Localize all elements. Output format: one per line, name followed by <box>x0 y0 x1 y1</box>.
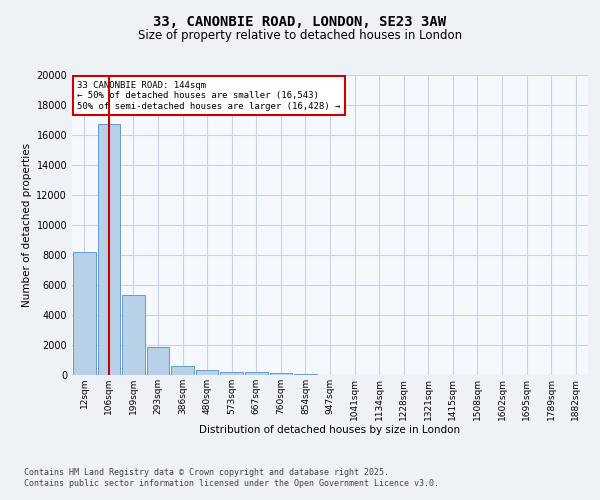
Text: Contains HM Land Registry data © Crown copyright and database right 2025.: Contains HM Land Registry data © Crown c… <box>24 468 389 477</box>
Bar <box>146 347 169 375</box>
Text: Contains public sector information licensed under the Open Government Licence v3: Contains public sector information licen… <box>24 480 439 488</box>
Bar <box>245 372 268 375</box>
X-axis label: Distribution of detached houses by size in London: Distribution of detached houses by size … <box>199 426 461 436</box>
Bar <box>122 294 145 375</box>
Bar <box>269 373 292 375</box>
Bar <box>294 374 317 375</box>
Bar <box>98 124 120 375</box>
Text: 33, CANONBIE ROAD, LONDON, SE23 3AW: 33, CANONBIE ROAD, LONDON, SE23 3AW <box>154 16 446 30</box>
Bar <box>220 372 243 375</box>
Y-axis label: Number of detached properties: Number of detached properties <box>22 143 32 307</box>
Bar <box>171 366 194 375</box>
Bar <box>73 252 95 375</box>
Bar <box>196 370 218 375</box>
Text: 33 CANONBIE ROAD: 144sqm
← 50% of detached houses are smaller (16,543)
50% of se: 33 CANONBIE ROAD: 144sqm ← 50% of detach… <box>77 81 341 111</box>
Text: Size of property relative to detached houses in London: Size of property relative to detached ho… <box>138 30 462 43</box>
